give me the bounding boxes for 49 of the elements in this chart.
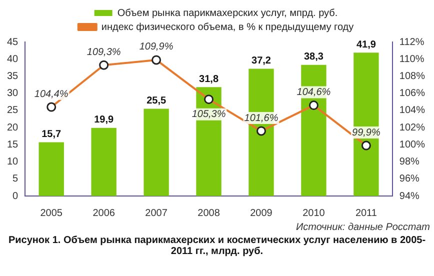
y2-tick-label: 98% <box>399 156 420 168</box>
data-label: 104,4% <box>34 88 68 100</box>
legend-label: индекс физического объема, в % к предыдущему году <box>101 22 354 33</box>
y2-tick-label: 108% <box>399 70 426 82</box>
x-tick-label: 2006 <box>92 208 116 219</box>
y-tick-label: 20 <box>7 122 19 134</box>
y-tick-label: 15 <box>7 139 19 150</box>
x-tick-label: 2009 <box>250 208 273 219</box>
text: Источник: данные Росстат <box>294 222 431 233</box>
data-label: 105,3% <box>192 109 226 120</box>
bar <box>91 128 116 196</box>
data-label: 109,3% <box>86 46 121 58</box>
data-label: 37,2 <box>252 55 272 66</box>
bar <box>354 52 379 196</box>
y-tick-label: 0 <box>12 190 19 202</box>
data-label: 101,6% <box>244 112 278 124</box>
y2-tick-label: 112% <box>399 36 424 48</box>
data-label: 15,7 <box>42 129 62 140</box>
y-tick-label: 5 <box>12 174 19 185</box>
y-tick-label: 40 <box>7 54 19 65</box>
y2-tick-label: 104% <box>399 105 426 116</box>
data-label: 25,5 <box>146 95 166 106</box>
bar <box>38 142 64 196</box>
data-label: 41,9 <box>356 39 376 50</box>
x-tick-label: 2005 <box>40 208 63 219</box>
y2-tick-label: 102% <box>399 122 426 134</box>
data-label: 104,6% <box>296 87 331 98</box>
legend-label: Объем рынка парикмахерских услуг, мпрд. руб. <box>117 8 338 19</box>
y-tick-label: 10 <box>7 156 19 168</box>
bar <box>144 108 169 196</box>
y-tick-label: 35 <box>7 70 19 82</box>
data-label: 31,8 <box>199 74 219 85</box>
y2-tick-label: 100% <box>399 139 426 150</box>
data-label: 38,3 <box>304 52 324 63</box>
data-label: 99,9% <box>352 127 380 138</box>
y-tick-label: 45 <box>7 36 19 48</box>
data-label: 109,9% <box>139 42 174 53</box>
y-tick-label: 25 <box>7 105 19 116</box>
y-tick-label: 30 <box>7 88 19 100</box>
y2-tick-label: 94% <box>399 190 420 202</box>
x-tick-label: 2010 <box>302 208 326 219</box>
x-tick-label: 2007 <box>145 208 168 219</box>
text: Рисунок 1. Объем рынка парикмахерских и косметических услуг населению в 2005-2011 гг., млрд. руб. <box>7 235 427 257</box>
data-label: 19,9 <box>94 114 114 126</box>
x-tick-label: 2008 <box>198 208 220 219</box>
y2-tick-label: 106% <box>399 88 426 100</box>
x-tick-label: 2011 <box>355 208 378 219</box>
y2-tick-label: 110% <box>399 54 424 65</box>
y2-tick-label: 96% <box>399 174 420 185</box>
